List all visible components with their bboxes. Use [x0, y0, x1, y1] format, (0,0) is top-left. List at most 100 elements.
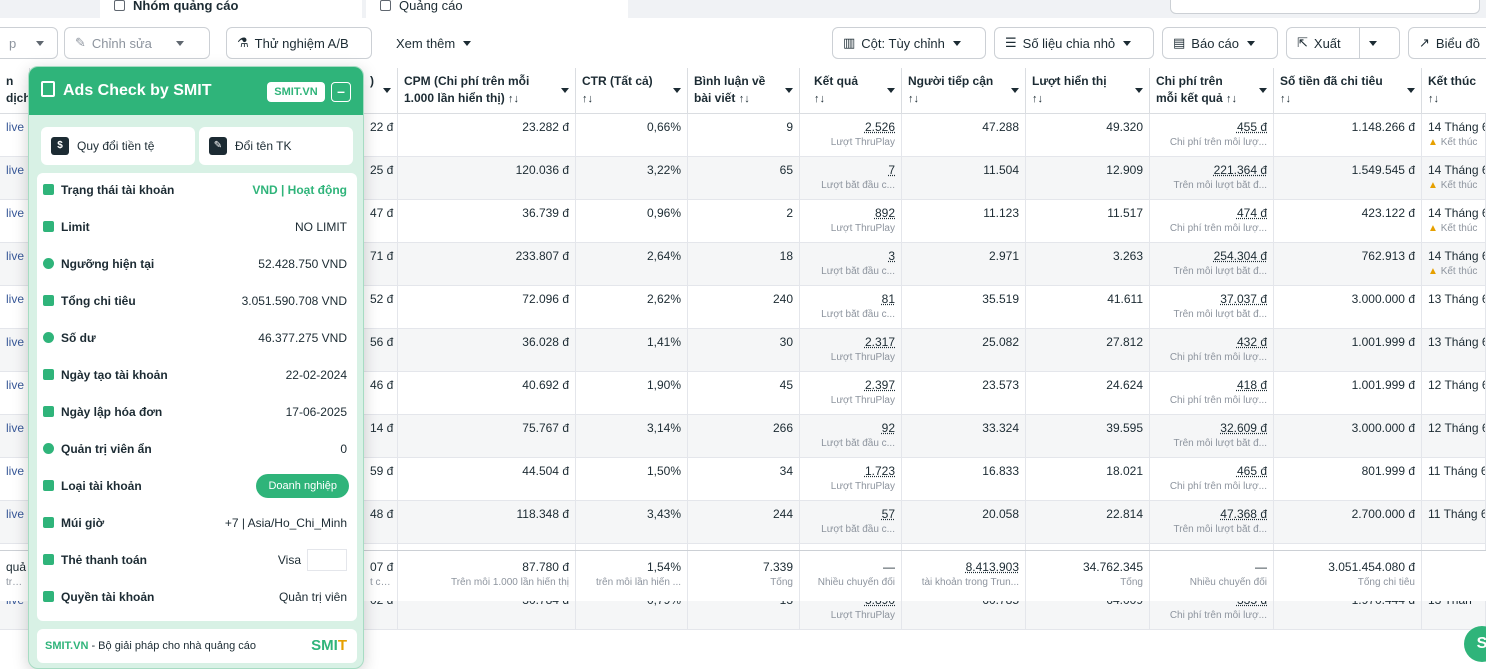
currency-convert-button[interactable]: $ Quy đổi tiền tệ — [41, 127, 195, 165]
cell-cpc: 71 đ — [364, 243, 398, 286]
cell-end: 12 Tháng 6, — [1422, 372, 1486, 415]
smit-floating-button[interactable]: S — [1464, 626, 1486, 662]
header-ctr[interactable]: CTR (Tất cả) ↑↓ — [576, 68, 688, 114]
cell-comments: 18 — [688, 243, 800, 286]
cell-ctr: 1,90% — [576, 372, 688, 415]
cell-ctr: 3,43% — [576, 501, 688, 544]
cell-results[interactable]: 7 Lượt bắt đầu c... — [800, 157, 902, 200]
cell-cost-per-result[interactable]: 455 đ Chi phí trên mỗi lượ... — [1150, 114, 1274, 157]
cell-results[interactable]: 2.317 Lượt ThruPlay — [800, 329, 902, 372]
cell-comments: 9 — [688, 114, 800, 157]
header-cpm[interactable]: CPM (Chi phí trên mỗi 1.000 lần hiển thị)… — [398, 68, 576, 114]
cell-delivery: live — [0, 286, 30, 329]
reports-button[interactable]: ▤ Báo cáo — [1162, 27, 1278, 59]
info-icon — [43, 221, 54, 232]
duplicate-button[interactable]: p — [0, 27, 58, 59]
cell-impressions: 3.263 — [1026, 243, 1150, 286]
cell-results[interactable]: 81 Lượt bắt đầu c... — [800, 286, 902, 329]
rename-account-button[interactable]: ✎ Đổi tên TK — [199, 127, 353, 165]
minimize-button[interactable]: – — [331, 82, 351, 102]
date-range-picker[interactable] — [1170, 0, 1480, 14]
cell-end: 14 Tháng 6, ▲ Kết thúc — [1422, 114, 1486, 157]
cell-cost-per-result[interactable]: 47.368 đ Trên mỗi lượt bắt đ... — [1150, 501, 1274, 544]
cell-reach: 23.573 — [902, 372, 1026, 415]
cell-comments: 2 — [688, 200, 800, 243]
checkbox-icon — [380, 0, 391, 11]
edit-button[interactable]: ✎ Chỉnh sửa — [64, 27, 210, 59]
cell-cpm: 233.807 đ — [398, 243, 576, 286]
header-end[interactable]: Kết thúc ↑↓ — [1422, 68, 1486, 114]
info-icon — [43, 332, 54, 343]
warning-icon: ▲ — [1428, 266, 1441, 277]
export-button[interactable]: ⇱ Xuất — [1286, 27, 1400, 59]
warning-icon: ▲ — [1428, 180, 1441, 191]
cell-end: 14 Tháng 6, ▲ Kết thúc — [1422, 157, 1486, 200]
cell-cost-per-result[interactable]: 465 đ Chi phí trên mỗi lượ... — [1150, 458, 1274, 501]
cell-cost-per-result[interactable]: 37.037 đ Trên mỗi lượt bắt đ... — [1150, 286, 1274, 329]
cell-ctr: 0,96% — [576, 200, 688, 243]
cell-results[interactable]: 92 Lượt bắt đầu c... — [800, 415, 902, 458]
cell-comments: 34 — [688, 458, 800, 501]
cell-cost-per-result[interactable]: 254.304 đ Trên mỗi lượt bắt đ... — [1150, 243, 1274, 286]
header-impressions[interactable]: Lượt hiển thị ↑↓ — [1026, 68, 1150, 114]
cell-results[interactable]: 892 Lượt ThruPlay — [800, 200, 902, 243]
cell-cost-per-result[interactable]: 32.609 đ Trên mỗi lượt bắt đ... — [1150, 415, 1274, 458]
breakdown-button[interactable]: ☰ Số liệu chia nhỏ — [994, 27, 1154, 59]
total-reach: 8.413.903 tài khoản trong Trun... — [902, 551, 1026, 602]
cell-results[interactable]: 2.397 Lượt ThruPlay — [800, 372, 902, 415]
cell-impressions: 18.021 — [1026, 458, 1150, 501]
total-spent: 3.051.454.080 đ Tổng chi tiêu — [1274, 551, 1422, 602]
cell-cost-per-result[interactable]: 474 đ Chi phí trên mỗi lượ... — [1150, 200, 1274, 243]
cell-delivery: live — [0, 114, 30, 157]
header-cpc[interactable]: ) — [364, 68, 398, 114]
chart-button[interactable]: ↗ Biểu đồ — [1408, 27, 1486, 59]
table-row[interactable]: live 59 đ 44.504 đ 1,50% 34 1.723 Lượt ThruPla… — [0, 458, 1486, 501]
cell-comments: 240 — [688, 286, 800, 329]
cell-cpm: 36.028 đ — [398, 329, 576, 372]
header-results[interactable]: Kết quả ↑↓ — [800, 68, 902, 114]
cell-spent: 1.549.545 đ — [1274, 157, 1422, 200]
cell-results[interactable]: 3 Lượt bắt đầu c... — [800, 243, 902, 286]
cell-results[interactable]: 2.526 Lượt ThruPlay — [800, 114, 902, 157]
toolbar: p ✎ Chỉnh sửa ⚗ Thử nghiệm A/B Xem thêm ▥ C… — [0, 24, 1486, 64]
cell-cpc: 46 đ — [364, 372, 398, 415]
brand-badge[interactable]: SMIT.VN — [267, 82, 325, 102]
flask-icon: ⚗ — [237, 35, 249, 50]
cell-cpc: 47 đ — [364, 200, 398, 243]
account-info-row: Quyền tài khoản Quản trị viên — [37, 582, 357, 612]
header-comments[interactable]: Bình luận về bài viết ↑↓ — [688, 68, 800, 114]
panel-header: Ads Check by SMIT SMIT.VN – — [29, 67, 363, 115]
tab-ads[interactable]: Quảng cáo — [366, 0, 628, 18]
header-amount-spent[interactable]: Số tiền đã chi tiêu ↑↓ — [1274, 68, 1422, 114]
cell-end: 14 Tháng 6, ▲ Kết thúc — [1422, 200, 1486, 243]
cell-cpc: 25 đ — [364, 157, 398, 200]
cell-reach: 47.288 — [902, 114, 1026, 157]
cell-impressions: 49.320 — [1026, 114, 1150, 157]
cell-results[interactable]: 1.723 Lượt ThruPlay — [800, 458, 902, 501]
header-cost-per-result[interactable]: Chi phí trên mỗi kết quả ↑↓ — [1150, 68, 1274, 114]
info-icon — [43, 258, 54, 269]
cell-comments: 65 — [688, 157, 800, 200]
more-button[interactable]: Xem thêm — [396, 27, 472, 59]
tab-adgroups[interactable]: Nhóm quảng cáo — [100, 0, 362, 18]
cell-cost-per-result[interactable]: 221.364 đ Trên mỗi lượt bắt đ... — [1150, 157, 1274, 200]
cell-end: 14 Tháng 6, ▲ Kết thúc — [1422, 243, 1486, 286]
columns-button[interactable]: ▥ Cột: Tùy chỉnh — [832, 27, 986, 59]
header-delivery[interactable]: n dịch — [0, 68, 31, 114]
cell-reach: 2.971 — [902, 243, 1026, 286]
cell-ctr: 1,50% — [576, 458, 688, 501]
cell-results[interactable]: 57 Lượt bắt đầu c... — [800, 501, 902, 544]
account-info-row: Tổng chi tiêu 3.051.590.708 VND — [37, 286, 357, 316]
header-reach[interactable]: Người tiếp cận ↑↓ — [902, 68, 1026, 114]
table-row[interactable]: live 52 đ 72.096 đ 2,62% 240 81 Lượt bắt đầu c… — [0, 286, 1486, 329]
cell-delivery: live — [0, 200, 30, 243]
cell-cost-per-result[interactable]: 418 đ Chi phí trên mỗi lượ... — [1150, 372, 1274, 415]
cell-delivery: live — [0, 458, 30, 501]
account-type-badge: Doanh nghiệp — [256, 474, 349, 498]
cell-cost-per-result[interactable]: 432 đ Chi phí trên mỗi lượ... — [1150, 329, 1274, 372]
table-row[interactable]: live 46 đ 40.692 đ 1,90% 45 2.397 Lượt ThruPla… — [0, 372, 1486, 415]
ab-test-button[interactable]: ⚗ Thử nghiệm A/B — [226, 27, 372, 59]
edit-icon: ✎ — [209, 137, 227, 155]
cell-delivery: live — [0, 501, 30, 544]
cell-end: 13 Tháng 6, — [1422, 286, 1486, 329]
